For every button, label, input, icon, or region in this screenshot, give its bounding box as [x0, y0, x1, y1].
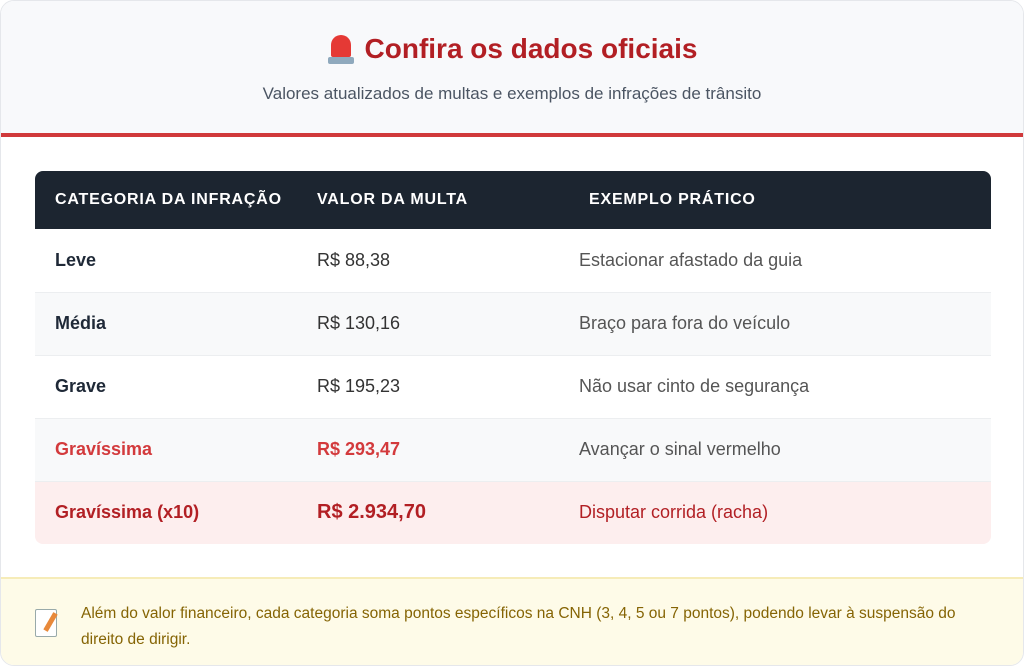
category-cell: Média: [35, 292, 317, 356]
memo-icon: [35, 609, 57, 637]
title-text: Confira os dados oficiais: [364, 33, 698, 64]
value-cell: R$ 130,16: [317, 292, 579, 356]
police-siren-icon: [327, 33, 355, 65]
column-header-category: CATEGORIA DA INFRAÇÃO: [35, 171, 317, 229]
value-cell: R$ 88,38: [317, 229, 579, 293]
value-cell: R$ 293,47: [317, 418, 579, 482]
category-cell: Gravíssima (x10): [35, 481, 317, 544]
value-cell: R$ 2.934,70: [317, 481, 579, 544]
example-cell: Disputar corrida (racha): [579, 481, 991, 544]
table-row-highlight: Gravíssima (x10) R$ 2.934,70 Disputar corr…: [35, 481, 991, 544]
table-row: Média R$ 130,16 Braço para fora do veículo: [35, 292, 991, 356]
column-header-value: VALOR DA MULTA: [317, 171, 579, 229]
table-row: Gravíssima R$ 293,47 Avançar o sinal verme…: [35, 418, 991, 482]
category-cell: Grave: [35, 355, 317, 419]
header: Confira os dados oficiais Valores atuali…: [1, 1, 1023, 137]
fines-table: CATEGORIA DA INFRAÇÃO VALOR DA MULTA EXE…: [35, 171, 991, 544]
subtitle: Valores atualizados de multas e exemplos…: [262, 84, 762, 103]
table-row: Grave R$ 195,23 Não usar cinto de seguranç…: [35, 355, 991, 419]
value-cell: R$ 195,23: [317, 355, 579, 419]
example-cell: Não usar cinto de segurança: [579, 355, 991, 419]
example-cell: Estacionar afastado da guia: [579, 229, 991, 293]
example-cell: Avançar o sinal vermelho: [579, 418, 991, 482]
example-cell: Braço para fora do veículo: [579, 292, 991, 356]
table-row: Leve R$ 88,38 Estacionar afastado da guia: [35, 229, 991, 293]
page-title: Confira os dados oficiais: [327, 33, 698, 65]
info-note: Além do valor financeiro, cada categoria…: [1, 577, 1023, 665]
column-header-example: EXEMPLO PRÁTICO: [579, 171, 991, 229]
note-text: Além do valor financeiro, cada categoria…: [81, 605, 956, 648]
category-cell: Leve: [35, 229, 317, 293]
category-cell: Gravíssima: [35, 418, 317, 482]
